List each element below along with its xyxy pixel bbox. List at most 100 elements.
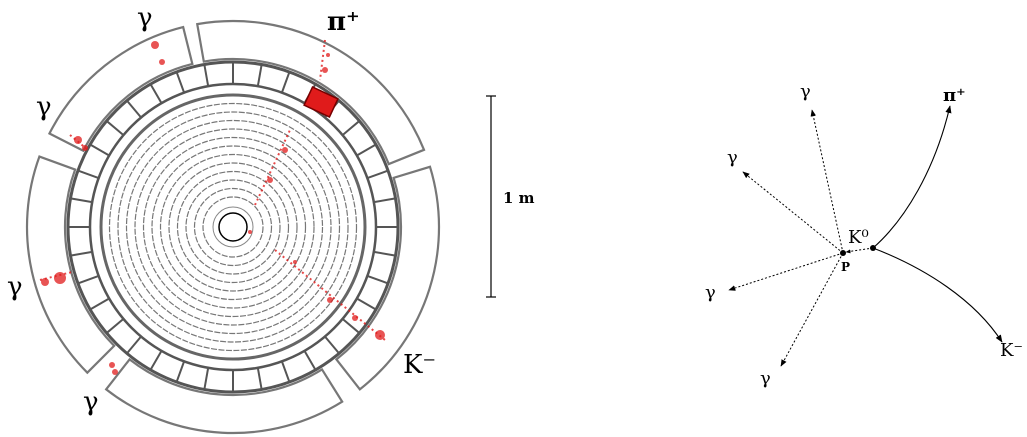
outer-segment-2 — [334, 165, 441, 391]
module-divider — [70, 197, 93, 204]
module-divider — [341, 318, 361, 334]
module-divider — [105, 120, 125, 136]
decay-schematic: γ γ γ γ π⁺ K⁻ K⁰ P — [705, 81, 1023, 389]
chamber-ring — [142, 136, 324, 318]
chamber-ring — [176, 170, 290, 284]
module-divider — [256, 367, 263, 390]
module-divider — [89, 297, 110, 311]
chamber-ring — [185, 179, 281, 275]
hit-cluster-1 — [151, 41, 159, 49]
module-divider — [373, 197, 396, 204]
k-zero-line — [845, 247, 874, 254]
outer-segment-4 — [25, 155, 116, 375]
hit-cluster-7 — [112, 369, 118, 375]
hit-trace-5 — [39, 271, 73, 281]
module-divider — [70, 250, 93, 257]
ring-wire-layer — [99, 93, 367, 361]
module-divider — [303, 350, 317, 371]
label-pi-plus: π⁺ — [327, 7, 360, 37]
hit-cluster-11 — [293, 260, 297, 264]
event-display: 1 m γ π⁺ γ γ γ K⁻ — [7, 3, 535, 435]
label-gamma-upper-left: γ — [36, 92, 52, 122]
label-gamma-top: γ — [137, 3, 153, 33]
module-divider — [356, 143, 377, 157]
module-divider — [175, 71, 186, 93]
module-divider — [175, 361, 186, 383]
schematic-label-gamma-3: γ — [705, 282, 716, 303]
module-divider — [203, 64, 210, 87]
module-divider — [367, 274, 389, 285]
module-divider — [149, 350, 163, 371]
module-divider — [77, 169, 99, 180]
outer-calorimeter-segments — [25, 19, 441, 435]
hit-cluster-12 — [327, 297, 333, 303]
schematic-label-pi-plus: π⁺ — [943, 85, 966, 106]
photon-line-4 — [780, 252, 844, 367]
hit-cluster-3 — [74, 136, 82, 144]
outer-segment-3 — [104, 357, 344, 435]
inner-calorimeter-ring — [66, 60, 400, 394]
schematic-label-k-minus: K⁻ — [1000, 340, 1023, 361]
chamber-ring — [202, 196, 264, 258]
energy-hits — [39, 39, 386, 375]
vertex-p — [840, 250, 846, 256]
module-divider — [280, 71, 291, 93]
chamber-ring — [168, 162, 298, 292]
outer-segment-1 — [195, 19, 426, 166]
hit-cluster-9 — [267, 177, 273, 183]
module-divider — [149, 83, 163, 104]
hit-cluster-8 — [109, 362, 115, 368]
hit-cluster-17 — [326, 53, 330, 57]
hit-cluster-10 — [282, 147, 288, 153]
chamber-ring — [125, 119, 341, 335]
hit-trace-3 — [274, 249, 386, 341]
pi-plus-track — [872, 105, 952, 249]
hit-trace-1 — [319, 39, 326, 81]
module-divider — [256, 64, 263, 87]
beam-pipe — [218, 212, 248, 242]
k-minus-track — [872, 247, 1003, 343]
tracking-chamber-rings — [108, 102, 358, 352]
module-divider — [126, 335, 142, 355]
schematic-label-vertex-p: P — [841, 260, 850, 274]
chamber-ring — [108, 102, 358, 352]
hit-cluster-6 — [41, 278, 49, 286]
hit-cluster-5 — [54, 272, 66, 284]
chamber-ring — [193, 187, 273, 267]
hit-trace-2 — [254, 129, 291, 206]
outer-segment-5 — [47, 25, 194, 153]
hit-cluster-15 — [248, 230, 252, 234]
module-divider — [356, 297, 377, 311]
module-divider — [77, 274, 99, 285]
hit-cluster-2 — [159, 59, 165, 65]
module-divider — [373, 250, 396, 257]
module-divider — [126, 99, 142, 119]
chamber-ring — [159, 153, 307, 301]
photon-line-2 — [742, 171, 844, 254]
module-divider — [341, 120, 361, 136]
chamber-ring — [117, 111, 349, 343]
photon-line-1 — [810, 109, 844, 254]
scale-bar-label: 1 m — [503, 189, 535, 207]
scale-bar: 1 m — [486, 95, 535, 298]
schematic-label-k-zero: K⁰ — [848, 227, 869, 248]
module-divider — [324, 335, 340, 355]
module-divider — [105, 318, 125, 334]
label-k-minus: K⁻ — [403, 350, 436, 380]
vertex-decay — [870, 245, 876, 251]
module-divider — [280, 361, 291, 383]
module-divider — [203, 367, 210, 390]
beam-pipe-outer — [212, 206, 254, 248]
pi-plus-calorimeter-hit — [303, 86, 339, 118]
label-gamma-left: γ — [7, 272, 23, 302]
hit-cluster-16 — [322, 67, 328, 73]
chamber-ring — [134, 128, 332, 326]
schematic-label-gamma-2: γ — [727, 147, 738, 168]
label-gamma-bottom: γ — [83, 387, 99, 417]
hit-trace-4 — [69, 134, 89, 151]
photon-line-3 — [728, 252, 844, 291]
module-divider — [367, 169, 389, 180]
module-divider — [89, 143, 110, 157]
schematic-label-gamma-1: γ — [800, 81, 811, 102]
